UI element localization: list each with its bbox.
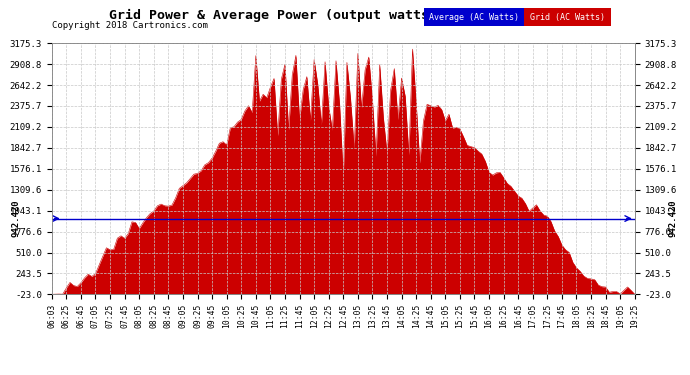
Text: Grid (AC Watts): Grid (AC Watts) <box>530 13 605 22</box>
Text: 942.420: 942.420 <box>668 200 677 237</box>
Text: Average (AC Watts): Average (AC Watts) <box>429 13 520 22</box>
Text: 942.420: 942.420 <box>11 200 20 237</box>
Text: Grid Power & Average Power (output watts)  Sun Aug 19 19:38: Grid Power & Average Power (output watts… <box>109 9 581 22</box>
Text: Copyright 2018 Cartronics.com: Copyright 2018 Cartronics.com <box>52 21 208 30</box>
